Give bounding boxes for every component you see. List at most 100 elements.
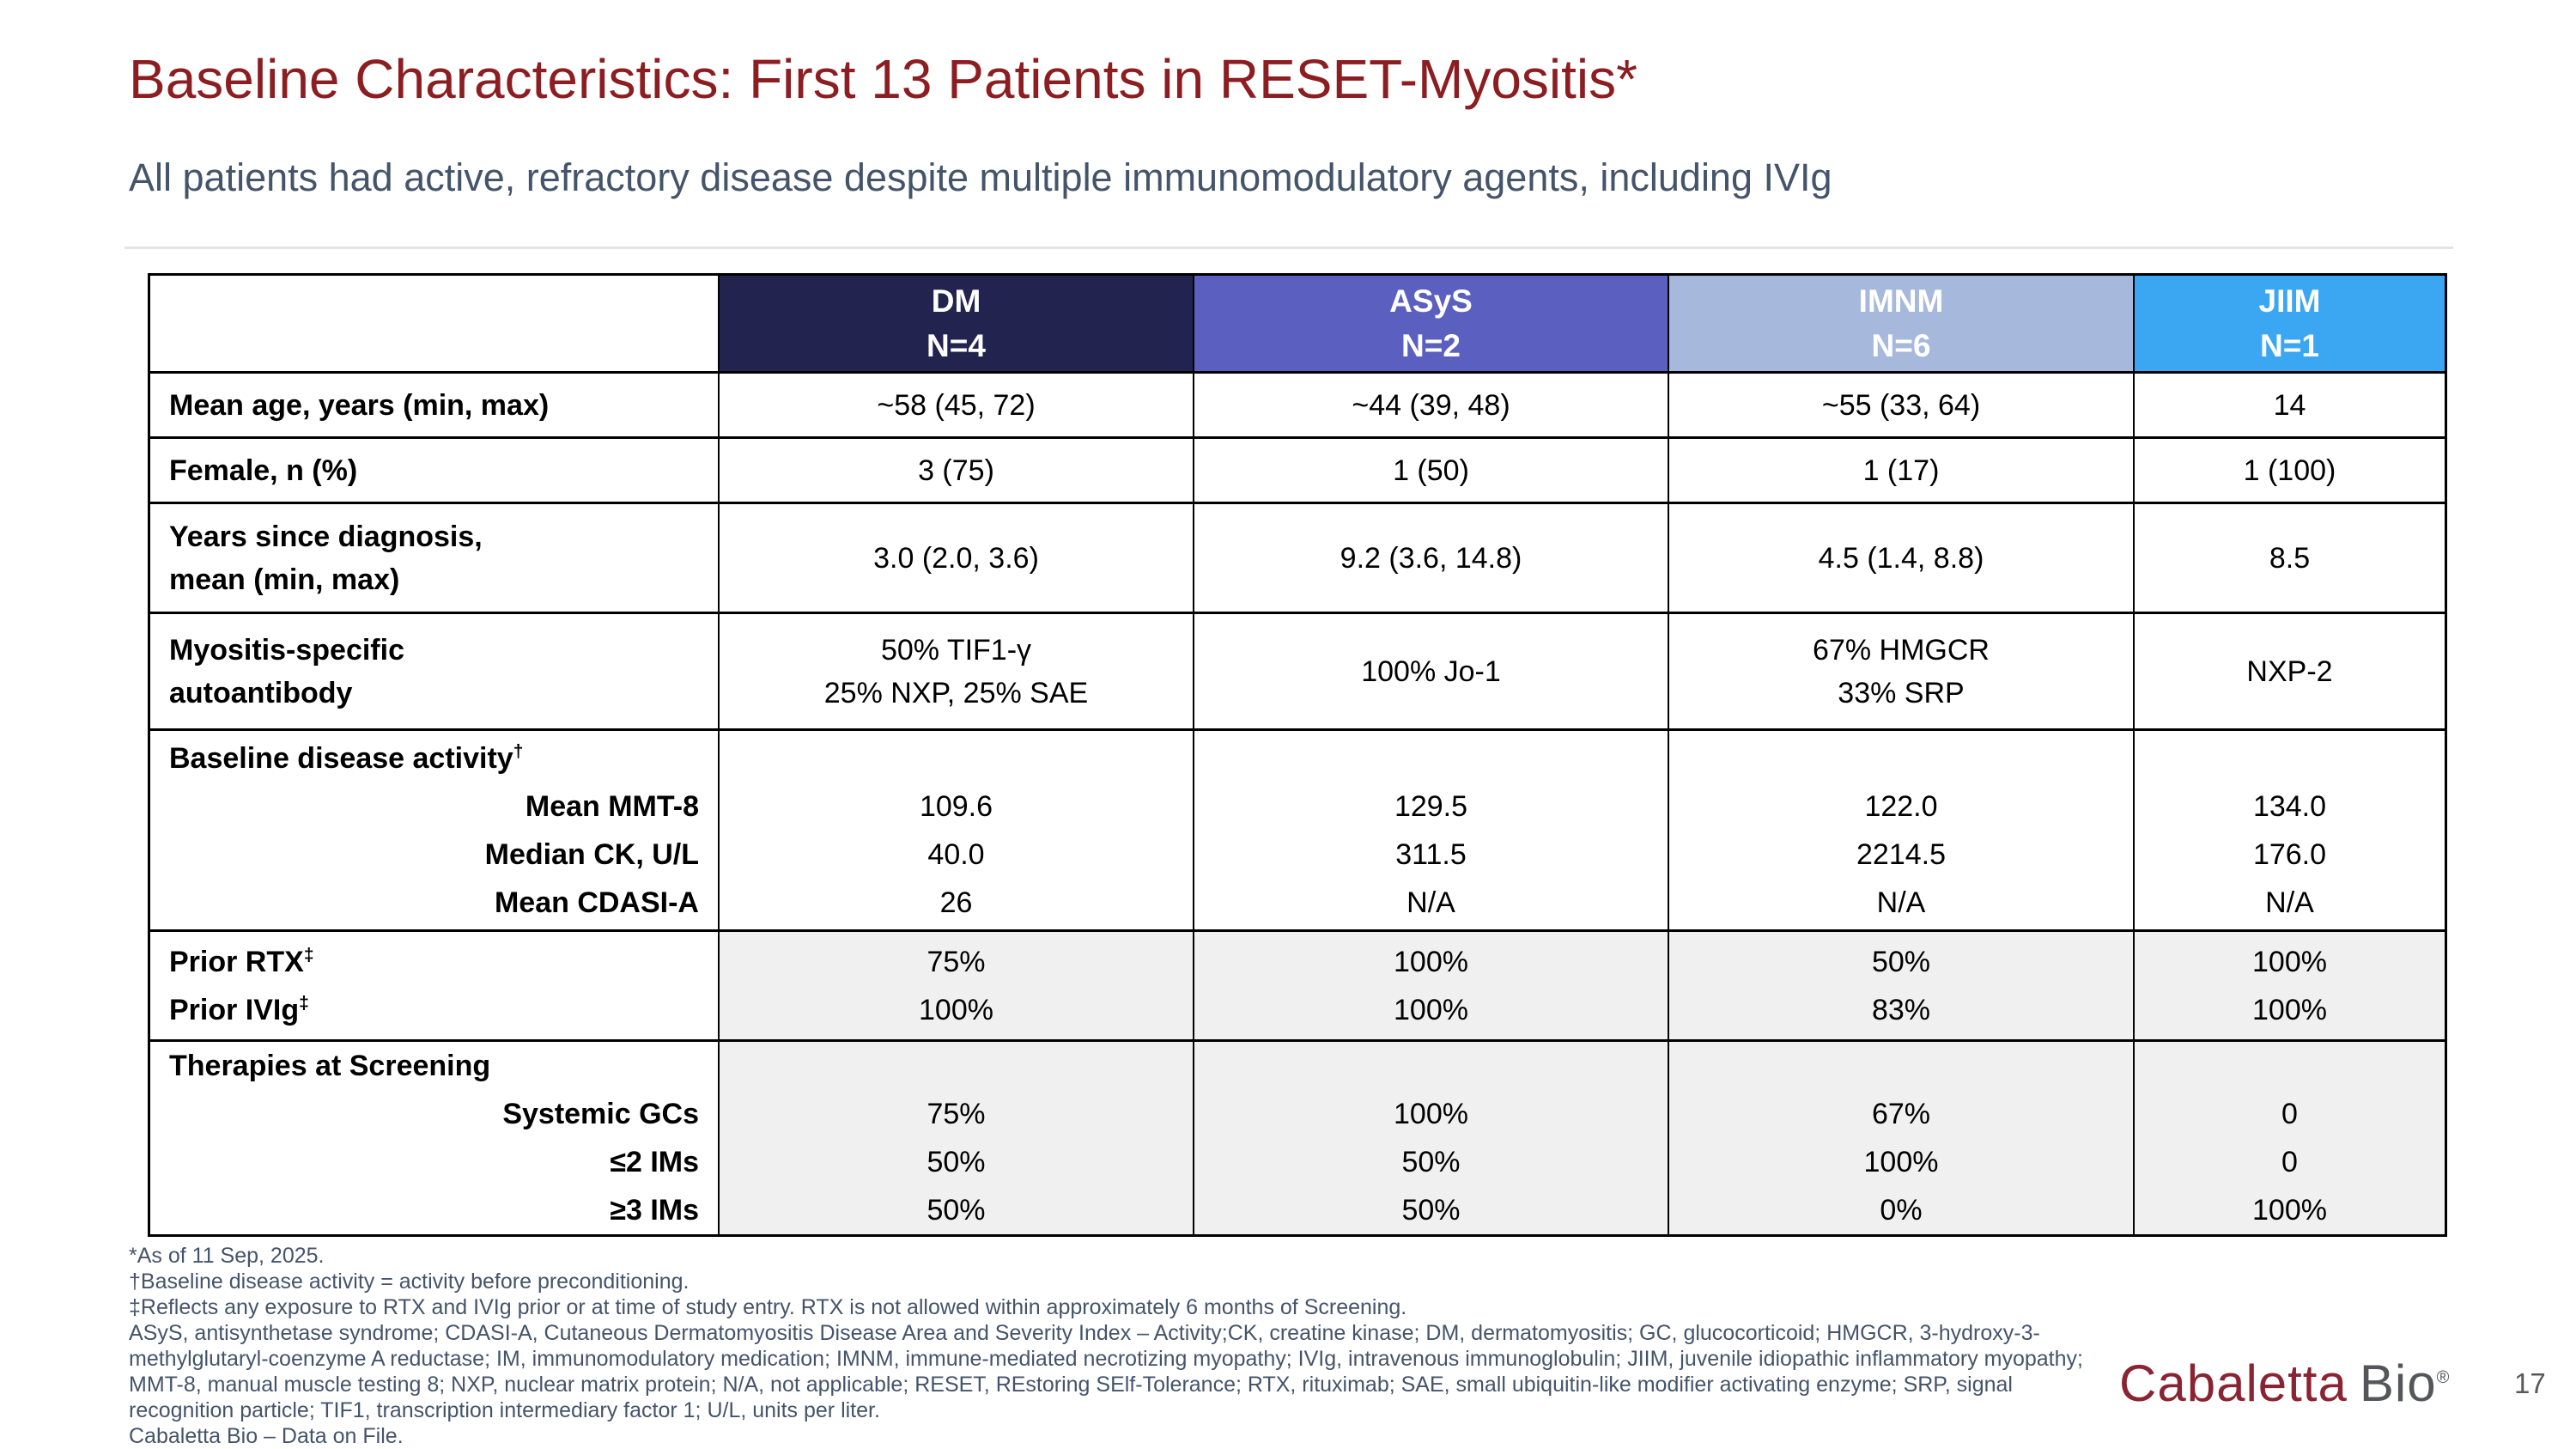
value-cell: 122.0 2214.5 N/A <box>1669 731 2135 932</box>
row-label-text: Mean age, years (min, max) <box>169 388 550 422</box>
value-line: 109.6 <box>919 789 993 823</box>
value-line: 83% <box>1871 993 1931 1026</box>
value-line: ~44 (39, 48) <box>1352 388 1510 422</box>
value-cell: 50% 83% <box>1669 932 2135 1042</box>
value-line: 8.5 <box>2269 541 2311 575</box>
footnote-line: Cabaletta Bio – Data on File. <box>129 1424 404 1448</box>
row-label-text: autoantibody <box>169 676 353 709</box>
registered-trademark-symbol: ® <box>2436 1368 2451 1387</box>
column-n: N=4 <box>927 327 986 363</box>
header-cell-dm: DM N=4 <box>720 276 1194 374</box>
value-cell: ~55 (33, 64) <box>1669 374 2135 439</box>
row-label-text: Mean MMT-8 <box>525 789 699 823</box>
row-label-line: mean (min, max) <box>169 558 699 601</box>
row-label-line: Mean MMT-8 <box>169 782 699 831</box>
row-label-line: Systemic GCs <box>169 1090 699 1138</box>
value-line: 176.0 <box>2252 837 2327 871</box>
value-cell: 75% 100% <box>720 932 1194 1042</box>
value-line: ~58 (45, 72) <box>877 388 1036 422</box>
row-label-line: ≥3 IMs <box>169 1186 699 1234</box>
value-line: 40.0 <box>927 837 985 871</box>
row-label-text: ≤2 IMs <box>610 1146 699 1178</box>
page-number: 17 <box>2514 1367 2546 1399</box>
row-label-line: Prior RTX‡ <box>169 938 699 986</box>
header-cell-jiim: JIIM N=1 <box>2135 276 2445 374</box>
row-label-cell: Baseline disease activity† Mean MMT-8 Medi… <box>150 731 720 932</box>
column-n: N=2 <box>1401 327 1461 363</box>
value-cell: 50% TIF1-γ 25% NXP, 25% SAE <box>720 614 1194 731</box>
baseline-characteristics-table: DM N=4 ASyS N=2 IMNM N=6 JIIM N=1 Mean age, year… <box>148 273 2447 1237</box>
value-line: 50% <box>1401 1146 1461 1178</box>
row-label-text: ≥3 IMs <box>610 1194 699 1227</box>
row-label-text: Prior RTX <box>169 945 304 978</box>
value-line: 9.2 (3.6, 14.8) <box>1340 541 1522 575</box>
value-line: N/A <box>2265 886 2314 919</box>
value-cell: 100% 50% 50% <box>1194 1042 1669 1234</box>
value-line: 100% <box>919 993 993 1026</box>
slide-title: Baseline Characteristics: First 13 Patie… <box>129 48 1638 110</box>
value-cell: 67% 100% 0% <box>1669 1042 2135 1234</box>
footnote-line: ‡Reflects any exposure to RTX and IVIg p… <box>129 1295 1407 1319</box>
value-line: 50% <box>927 1194 986 1227</box>
column-name: IMNM <box>1858 283 1944 319</box>
value-line: 311.5 <box>1395 837 1467 871</box>
value-line: N/A <box>1876 886 1926 919</box>
footnote-line: MMT-8, manual muscle testing 8; NXP, nuc… <box>129 1373 2013 1397</box>
row-label-line: Median CK, U/L <box>169 831 699 879</box>
row-label-line: autoantibody <box>169 672 699 715</box>
value-line <box>720 1042 1193 1090</box>
row-label-text: Mean CDASI-A <box>494 886 699 919</box>
cabaletta-bio-logo: Cabaletta Bio® <box>2119 1354 2450 1413</box>
value-cell: 8.5 <box>2135 504 2445 614</box>
value-cell: NXP-2 <box>2135 614 2445 731</box>
header-cell-empty <box>150 276 720 374</box>
value-line: 50% TIF1-γ <box>880 633 1032 667</box>
row-label-cell: Female, n (%) <box>150 439 720 504</box>
value-line: 0% <box>1880 1194 1923 1227</box>
value-line: 26 <box>939 886 973 919</box>
value-cell: ~58 (45, 72) <box>720 374 1194 439</box>
value-cell: 14 <box>2135 374 2445 439</box>
value-line <box>2135 734 2445 782</box>
value-line: 100% <box>1394 1098 1468 1130</box>
value-line <box>1194 1042 1668 1090</box>
value-cell: 100% Jo-1 <box>1194 614 1669 731</box>
value-line: 100% <box>1394 993 1468 1026</box>
value-line: 33% SRP <box>1838 676 1965 709</box>
value-cell: 4.5 (1.4, 8.8) <box>1669 504 2135 614</box>
row-label-text: Prior IVIg <box>169 993 300 1026</box>
value-cell: 3.0 (2.0, 3.6) <box>720 504 1194 614</box>
value-line: 100% <box>1863 1146 1939 1178</box>
row-label-line: Mean age, years (min, max) <box>169 384 699 427</box>
logo-word-bio: Bio <box>2359 1355 2437 1412</box>
value-line: 0 <box>2281 1098 2298 1130</box>
value-line: 122.0 <box>1864 789 1938 823</box>
value-cell: 100% 100% <box>2135 932 2445 1042</box>
value-line <box>720 734 1193 782</box>
row-label-line: Years since diagnosis, <box>169 515 699 558</box>
row-label-line: Therapies at Screening <box>169 1042 699 1090</box>
column-n: N=1 <box>2260 327 2319 363</box>
value-line: 50% <box>1401 1194 1461 1227</box>
value-line: 3 (75) <box>918 454 994 487</box>
value-line: 2214.5 <box>1856 837 1946 871</box>
value-cell: 134.0 176.0 N/A <box>2135 731 2445 932</box>
footnote-marker: ‡ <box>303 945 314 965</box>
value-line: 1 (50) <box>1393 454 1469 487</box>
footnote-line: recognition particle; TIF1, transcriptio… <box>129 1398 880 1422</box>
footnote-line: ASyS, antisynthetase syndrome; CDASI-A, … <box>129 1321 2040 1345</box>
value-line <box>1194 734 1668 782</box>
row-label-cell: Mean age, years (min, max) <box>150 374 720 439</box>
value-line: NXP-2 <box>2246 654 2333 688</box>
row-label-cell: Myositis-specific autoantibody <box>150 614 720 731</box>
value-cell: 100% 100% <box>1194 932 1669 1042</box>
value-line: N/A <box>1406 886 1455 919</box>
row-label-cell: Years since diagnosis, mean (min, max) <box>150 504 720 614</box>
logo-word-cabaletta: Cabaletta <box>2119 1355 2348 1412</box>
value-line: 67% HMGCR <box>1813 633 1990 667</box>
column-name: DM <box>931 283 981 319</box>
column-n: N=6 <box>1871 327 1931 363</box>
row-label-line: ≤2 IMs <box>169 1138 699 1186</box>
value-line: 50% <box>927 1146 986 1178</box>
row-label-text: Systemic GCs <box>502 1098 699 1130</box>
